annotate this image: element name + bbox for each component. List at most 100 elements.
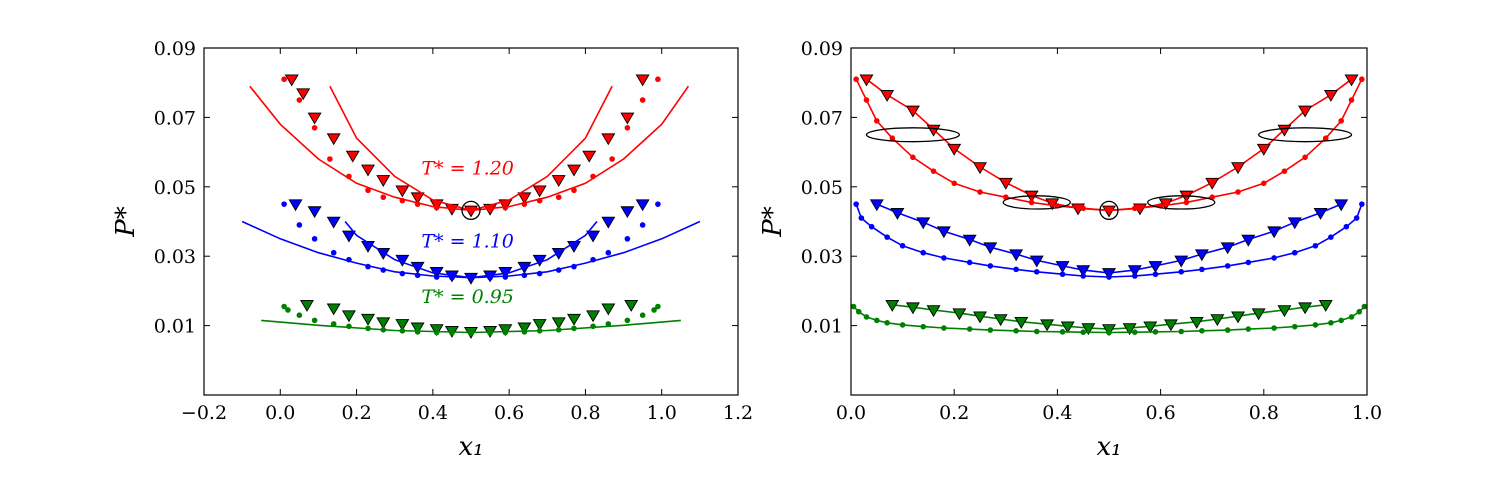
red-triangle-point-16	[1231, 162, 1245, 175]
green-triangle-point-4	[952, 308, 967, 321]
blue-dot-point-2	[858, 215, 865, 221]
red-dot-point-14	[1132, 205, 1138, 212]
green-dot-point-12	[1033, 328, 1040, 335]
blue-dot-point-4	[884, 234, 890, 240]
red-dot-point-6	[365, 187, 371, 194]
blue-triangle-point-13	[1148, 261, 1163, 274]
blue-dot-point-15	[1132, 273, 1138, 279]
y-tick-label: 0.03	[801, 246, 843, 268]
red-dot-point-1	[853, 76, 859, 83]
green-dot-point-14	[487, 330, 493, 336]
red-dot-point-18	[571, 187, 577, 194]
green-dot-point-11	[433, 329, 440, 336]
red-dot-point-6	[930, 168, 937, 174]
blue-triangle-point-17	[1241, 234, 1256, 247]
x-axis-label: x₁	[1096, 432, 1121, 462]
red-triangle-point-5	[345, 150, 360, 163]
blue-dot-point-2	[296, 222, 303, 228]
blue-dot-point-26	[1353, 215, 1360, 221]
x-tick-label: 0.4	[418, 402, 448, 424]
blue-triangle-point-15	[1194, 249, 1209, 262]
green-dot-point-17	[1152, 329, 1159, 335]
green-dot-point-15	[502, 329, 509, 336]
blue-triangle-point-9	[1055, 261, 1070, 274]
blue-dot-point-21	[1271, 255, 1277, 261]
blue-dot-point-4	[330, 249, 337, 256]
x-tick-label: 0.4	[1042, 402, 1072, 424]
green-dot-point-2	[285, 307, 291, 313]
chart-panel-2: 0.0 0.2 0.4 0.6 0.8 1.0 0.01 0.03 0.05 0.07 0.09 x₁…	[758, 38, 1382, 462]
blue-dot-point-1	[281, 201, 287, 207]
red-dot-point-4	[889, 135, 896, 142]
red-triangle-point-3	[307, 112, 322, 125]
y-axis-label: P*	[111, 206, 141, 238]
red-triangle-point-5	[947, 143, 962, 156]
green-triangle-point-17	[586, 310, 601, 323]
red-dot-point-18	[1235, 189, 1241, 195]
x-tick-label: 0.8	[570, 402, 600, 424]
blue-triangle-point-20	[1313, 208, 1328, 220]
red-triangle-point-1	[859, 74, 874, 87]
y-tick-label: 0.07	[801, 107, 843, 129]
green-triangle-point-16	[566, 313, 581, 326]
chart-panel-1: T* = 1.20 T* = 1.10 T* = 0.95 −0.2 0.0 0.2 0.4…	[111, 38, 753, 462]
blue-dot-point-3	[868, 223, 875, 230]
red-triangle-point-19	[1298, 105, 1313, 118]
green-triangle-point-5	[376, 317, 391, 330]
blue-triangle-point-2	[890, 208, 905, 220]
blue-dot-point-14	[1106, 274, 1112, 280]
red-dot-point-21	[1302, 154, 1308, 161]
highlight-circle-1	[1099, 200, 1119, 221]
green-dot-point-1	[850, 303, 857, 310]
red-series-line-4	[329, 85, 613, 212]
green-dot-point-8	[941, 325, 947, 331]
x-tick-label: 0.2	[939, 402, 969, 424]
y-tick-label: 0.01	[801, 316, 843, 338]
green-triangle-point-19	[624, 299, 639, 312]
red-triangle-point-7	[376, 175, 391, 187]
blue-triangle-point-11	[1102, 268, 1116, 280]
blue-triangle-point-4	[341, 230, 356, 243]
red-triangle-point-6	[973, 162, 987, 175]
red-dot-point-16	[1183, 199, 1190, 206]
red-triangle-point-20	[1323, 90, 1338, 102]
highlight-circle-1	[461, 200, 481, 221]
green-dot-point-18	[1178, 328, 1185, 335]
highlight-ellipse-3	[1002, 195, 1071, 210]
green-dot-point-3	[863, 314, 870, 320]
highlight-ellipse-2	[1257, 127, 1353, 143]
blue-dot-point-13	[1080, 273, 1086, 279]
red-dot-point-22	[639, 97, 646, 103]
green-triangle-point-20	[1298, 302, 1313, 315]
green-dot-point-27	[1348, 314, 1355, 320]
green-triangle-point-21	[1318, 299, 1333, 312]
blue-triangle-point-5	[962, 234, 977, 247]
green-dot-point-7	[920, 323, 927, 330]
temperature-label-3: T* = 0.95	[421, 286, 513, 308]
red-dot-point-7	[380, 194, 387, 201]
green-triangle-point-14	[532, 319, 547, 331]
green-dot-point-14	[1080, 329, 1086, 335]
red-triangle-point-2	[296, 88, 311, 101]
red-triangle-point-21	[620, 112, 635, 125]
green-dot-point-5	[884, 320, 890, 326]
highlight-ellipse-4	[1147, 195, 1216, 210]
y-tick-label: 0.05	[154, 177, 196, 199]
red-triangle-point-2	[880, 90, 895, 102]
red-dot-point-24	[1348, 97, 1355, 103]
red-dot-point-5	[910, 154, 916, 161]
red-dot-point-25	[1359, 76, 1365, 83]
y-tick-label: 0.05	[801, 177, 843, 199]
red-triangle-point-17	[1256, 143, 1271, 156]
green-dot-point-6	[899, 322, 906, 328]
plot-frame	[203, 47, 739, 396]
blue-triangle-point-8	[1029, 255, 1044, 268]
blue-dot-point-12	[1059, 271, 1066, 278]
blue-triangle-point-10	[1076, 265, 1091, 278]
y-tick-label: 0.09	[801, 38, 843, 60]
blue-dot-point-16	[1152, 271, 1159, 278]
blue-dot-point-5	[899, 242, 906, 249]
green-dot-point-13	[1059, 329, 1066, 335]
red-dot-point-23	[1338, 118, 1344, 124]
